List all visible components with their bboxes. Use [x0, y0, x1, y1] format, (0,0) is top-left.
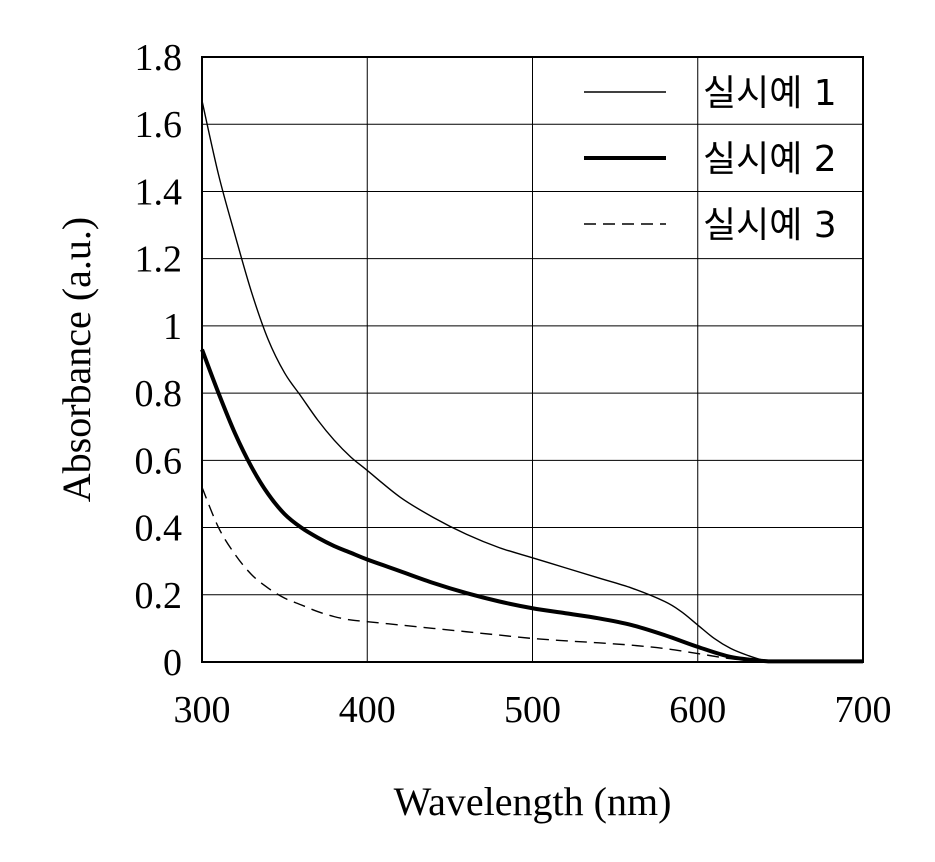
y-tick-label: 0.4	[135, 508, 183, 550]
x-tick-labels: 300 400 500 600 700	[174, 689, 892, 731]
y-axis-title: Absorbance (a.u.)	[54, 217, 99, 502]
y-tick-label: 1.6	[135, 104, 183, 146]
x-tick-label: 500	[504, 689, 561, 731]
y-tick-label: 0.6	[135, 440, 183, 482]
y-tick-label: 1.4	[135, 171, 183, 213]
y-tick-label: 1	[163, 306, 182, 348]
legend: 실시예 1 실시예 2 실시예 3	[584, 73, 837, 246]
x-tick-label: 400	[339, 689, 396, 731]
legend-label-3: 실시예 3	[703, 205, 837, 246]
legend-label-1: 실시예 1	[703, 73, 837, 114]
x-tick-label: 600	[669, 689, 726, 731]
y-tick-labels: 0 0.2 0.4 0.6 0.8 1 1.2 1.4 1.6 1.8	[135, 37, 183, 684]
x-tick-label: 700	[835, 689, 892, 731]
y-tick-label: 0.8	[135, 373, 183, 415]
y-tick-label: 1.8	[135, 37, 183, 79]
legend-label-2: 실시예 2	[703, 139, 837, 180]
y-tick-label: 0	[163, 642, 182, 684]
y-tick-label: 1.2	[135, 239, 183, 281]
x-tick-label: 300	[174, 689, 231, 731]
x-axis-title: Wavelength (nm)	[394, 779, 672, 824]
y-tick-label: 0.2	[135, 575, 183, 617]
